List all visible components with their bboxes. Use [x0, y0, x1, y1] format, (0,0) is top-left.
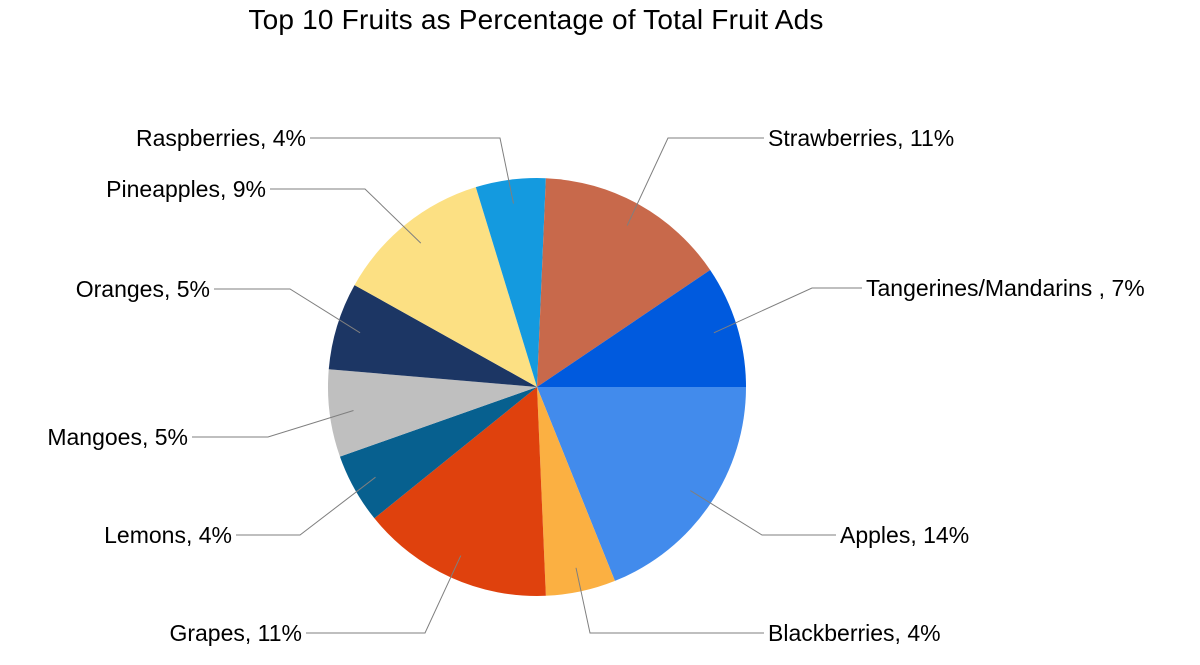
pie-slice-mangoes	[327, 369, 537, 457]
chart-title: Top 10 Fruits as Percentage of Total Fru…	[248, 4, 824, 35]
slice-labels: Apples, 14% Blackberries, 4% Grapes, 11% Le…	[47, 125, 1144, 646]
pie-slice-oranges	[328, 285, 537, 387]
slice-label-blackberries: Blackberries, 4%	[768, 620, 941, 646]
leader-line-apples	[690, 490, 836, 536]
leader-lines	[192, 137, 862, 634]
pie-slice-grapes	[374, 387, 546, 596]
leader-line-tangerines-mandarins	[713, 287, 862, 334]
pie-slice-blackberries	[537, 387, 615, 596]
slice-label-mangoes: Mangoes, 5%	[47, 424, 188, 450]
leader-line-mangoes	[192, 410, 354, 438]
slice-label-pineapples: Pineapples, 9%	[106, 176, 266, 202]
slice-label-lemons: Lemons, 4%	[104, 522, 232, 548]
slice-label-strawberries: Strawberries, 11%	[768, 125, 954, 151]
pie-slices	[327, 178, 746, 596]
leader-line-grapes	[306, 555, 462, 634]
slice-label-oranges: Oranges, 5%	[76, 276, 210, 302]
pie-slice-strawberries	[537, 178, 711, 387]
pie-slice-raspberries	[475, 178, 546, 387]
leader-line-oranges	[214, 288, 361, 334]
pie-slice-lemons	[339, 387, 537, 519]
leader-line-strawberries	[626, 137, 764, 226]
leader-line-pineapples	[270, 188, 422, 244]
leader-line-blackberries	[575, 567, 764, 634]
slice-label-tangerines-mandarins: Tangerines/Mandarins , 7%	[866, 275, 1145, 301]
slice-label-grapes: Grapes, 11%	[169, 620, 302, 646]
slice-label-raspberries: Raspberries, 4%	[136, 125, 306, 151]
pie-slice-pineapples	[354, 187, 537, 387]
leader-line-lemons	[236, 476, 376, 536]
leader-line-raspberries	[310, 137, 514, 204]
slice-label-apples: Apples, 14%	[840, 522, 969, 548]
pie-slice-apples	[537, 387, 746, 581]
pie-slice-tangerines-mandarins	[537, 269, 746, 387]
